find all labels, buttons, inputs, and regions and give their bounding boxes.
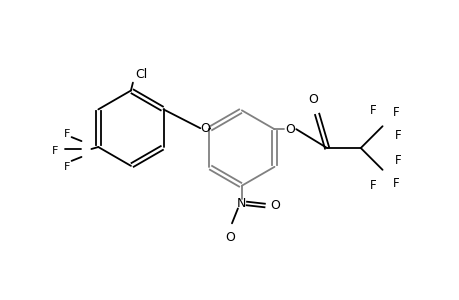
Text: F: F bbox=[63, 129, 70, 139]
Text: O: O bbox=[200, 122, 210, 135]
Text: O: O bbox=[270, 199, 280, 212]
Text: F: F bbox=[392, 177, 399, 190]
Text: O: O bbox=[308, 93, 318, 106]
Text: F: F bbox=[51, 146, 58, 156]
Text: F: F bbox=[369, 103, 376, 117]
Text: N: N bbox=[237, 197, 246, 210]
Text: O: O bbox=[224, 231, 235, 244]
Text: F: F bbox=[395, 129, 401, 142]
Text: F: F bbox=[392, 106, 399, 119]
Text: Cl: Cl bbox=[134, 68, 147, 81]
Text: O: O bbox=[285, 123, 295, 136]
Text: F: F bbox=[63, 162, 70, 172]
Text: F: F bbox=[395, 154, 401, 167]
Text: F: F bbox=[369, 179, 376, 192]
